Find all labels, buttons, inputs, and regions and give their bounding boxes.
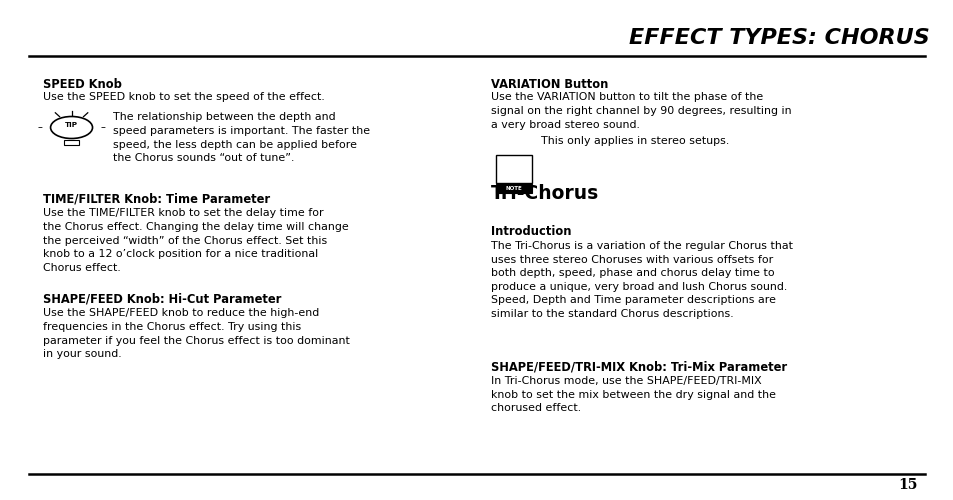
Text: Use the TIME/FILTER knob to set the delay time for
the Chorus effect. Changing t: Use the TIME/FILTER knob to set the dela… [43,208,348,273]
Text: VARIATION Button: VARIATION Button [491,78,608,90]
Text: 15: 15 [898,478,917,492]
Text: –: – [100,122,106,132]
Text: NOTE: NOTE [505,186,522,190]
FancyBboxPatch shape [496,184,532,192]
Text: Use the SHAPE/FEED knob to reduce the high-end
frequencies in the Chorus effect.: Use the SHAPE/FEED knob to reduce the hi… [43,308,350,360]
Text: TIP: TIP [65,122,78,128]
Text: Use the SPEED knob to set the speed of the effect.: Use the SPEED knob to set the speed of t… [43,92,324,102]
Text: In Tri-Chorus mode, use the SHAPE/FEED/TRI-MIX
knob to set the mix between the d: In Tri-Chorus mode, use the SHAPE/FEED/T… [491,376,776,413]
Text: TIME/FILTER Knob: Time Parameter: TIME/FILTER Knob: Time Parameter [43,192,270,205]
Text: SHAPE/FEED/TRI-MIX Knob: Tri-Mix Parameter: SHAPE/FEED/TRI-MIX Knob: Tri-Mix Paramet… [491,360,786,373]
Text: Introduction: Introduction [491,225,571,238]
Text: Use the VARIATION button to tilt the phase of the
signal on the right channel by: Use the VARIATION button to tilt the pha… [491,92,791,130]
Text: This only applies in stereo setups.: This only applies in stereo setups. [540,136,728,146]
Text: SHAPE/FEED Knob: Hi-Cut Parameter: SHAPE/FEED Knob: Hi-Cut Parameter [43,292,281,306]
Text: Tri-Chorus: Tri-Chorus [491,184,598,203]
Text: –: – [37,122,43,132]
Text: The relationship between the depth and
speed parameters is important. The faster: The relationship between the depth and s… [112,112,370,164]
FancyBboxPatch shape [64,140,79,145]
Text: The Tri-Chorus is a variation of the regular Chorus that
uses three stereo Choru: The Tri-Chorus is a variation of the reg… [491,241,793,319]
FancyBboxPatch shape [496,155,532,182]
Text: SPEED Knob: SPEED Knob [43,78,122,90]
Text: EFFECT TYPES: CHORUS: EFFECT TYPES: CHORUS [629,28,929,48]
